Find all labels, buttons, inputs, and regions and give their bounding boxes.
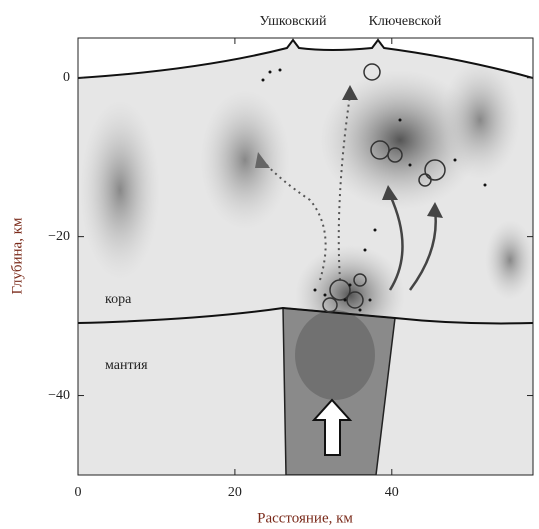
y-tick-label: 0: [63, 70, 70, 85]
volcano-label: Ключевской: [369, 14, 442, 29]
section-shading: [78, 38, 533, 475]
x-tick-label: 0: [75, 485, 82, 500]
volcano-label: Ушковский: [259, 14, 327, 29]
layer-label: кора: [105, 292, 132, 307]
plot-frame: [77, 37, 534, 476]
x-tick-label: 20: [228, 485, 242, 500]
y-tick-label: −40: [48, 388, 70, 403]
y-axis-label: Глубина, км: [9, 217, 25, 294]
x-tick-label: 40: [385, 485, 399, 500]
x-axis-label: Расстояние, км: [257, 510, 353, 526]
layer-label: мантия: [105, 358, 148, 373]
y-tick-label: −20: [48, 229, 70, 244]
